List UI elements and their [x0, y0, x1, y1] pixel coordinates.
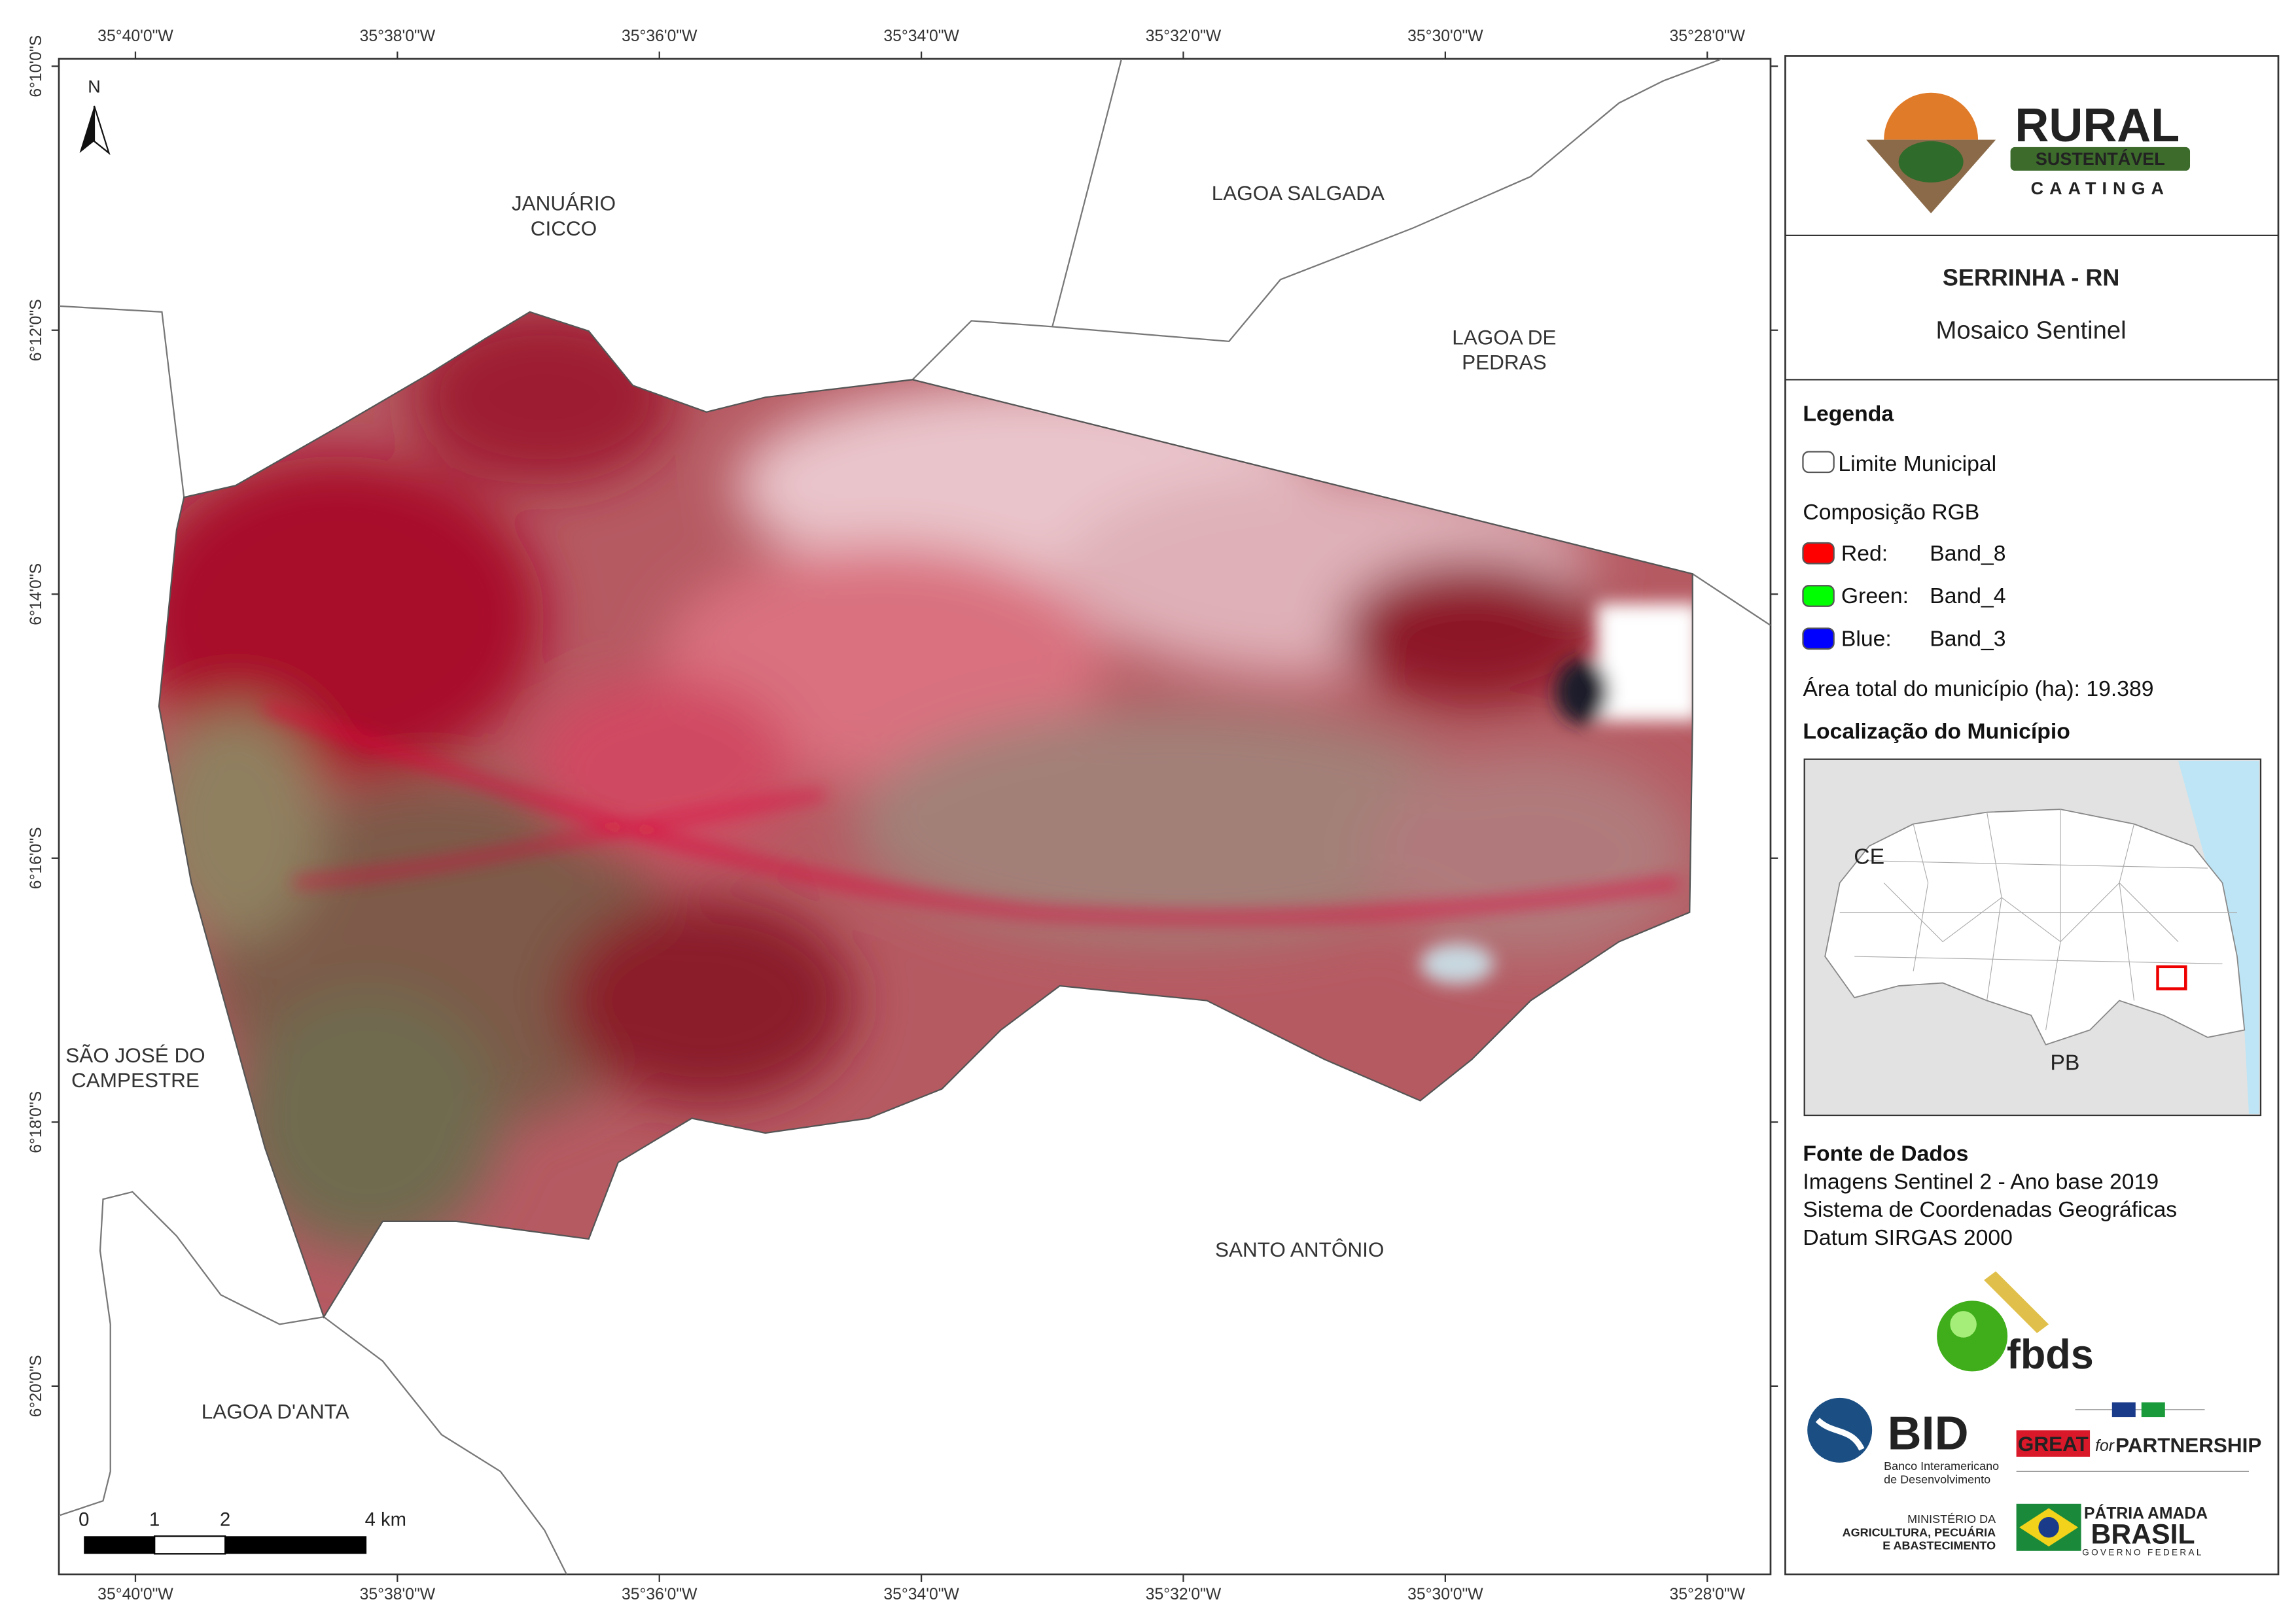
- ministry-text: AGRICULTURA, PECUÁRIA: [1843, 1525, 1996, 1539]
- scale-label: 1: [149, 1510, 160, 1531]
- bid-name: de Desenvolvimento: [1884, 1473, 1990, 1486]
- great-partnership: PARTNERSHIP: [2115, 1433, 2261, 1457]
- lon-label: 35°28'0"W: [1669, 1586, 1745, 1603]
- logo-sustentavel: SUSTENTÁVEL: [2036, 148, 2165, 169]
- lon-label: 35°34'0"W: [883, 27, 959, 45]
- lon-label: 35°34'0"W: [883, 1586, 959, 1603]
- lat-label: 6°14'0"S: [27, 563, 45, 625]
- band-label: Blue:: [1841, 626, 1892, 651]
- bid-logo: BID Banco Interamericano de Desenvolvime…: [1807, 1397, 1999, 1486]
- band-name: Band_8: [1930, 541, 2005, 566]
- place-name: CICCO: [531, 217, 597, 240]
- lon-label: 35°32'0"W: [1146, 1586, 1222, 1603]
- legend-boundary: Limite Municipal: [1838, 451, 1996, 476]
- brasil-text: BRASIL: [2091, 1519, 2195, 1550]
- great-for: for: [2095, 1437, 2115, 1455]
- band-swatch: [1802, 585, 1835, 607]
- place-name: PEDRAS: [1462, 351, 1546, 374]
- band-name: Band_4: [1930, 584, 2005, 608]
- place-name: SANTO ANTÔNIO: [1215, 1238, 1384, 1261]
- scale-bar: 0 1 2 4 km: [79, 1510, 406, 1555]
- source-line: Imagens Sentinel 2 - Ano base 2019: [1803, 1169, 2159, 1194]
- location-inset: CE PB: [1803, 758, 2262, 1117]
- north-arrow: N: [79, 77, 111, 156]
- band-label: Green:: [1841, 584, 1909, 608]
- lon-label: 35°38'0"W: [360, 27, 436, 45]
- logo-caatinga: CAATINGA: [2031, 179, 2170, 198]
- lat-label: 6°10'0"S: [27, 35, 45, 97]
- logo-rural: RURAL: [2015, 99, 2180, 152]
- ministry-logo: MINISTÉRIO DA AGRICULTURA, PECUÁRIA E AB…: [1843, 1503, 2208, 1558]
- fbds-logo: fbds: [1937, 1271, 2094, 1378]
- state-label: PB: [2050, 1050, 2079, 1075]
- lon-label: 35°32'0"W: [1146, 27, 1222, 45]
- governo-text: GOVERNO FEDERAL: [2082, 1548, 2203, 1558]
- lon-label: 35°40'0"W: [97, 27, 173, 45]
- place-name: CAMPESTRE: [71, 1068, 200, 1092]
- legend-composition: Composição RGB: [1803, 500, 1979, 525]
- boundaries: [59, 58, 1771, 1575]
- ministry-text: MINISTÉRIO DA: [1907, 1512, 1996, 1526]
- place-name: LAGOA SALGADA: [1212, 181, 1385, 205]
- lat-label: 6°20'0"S: [27, 1355, 45, 1417]
- lon-label: 35°38'0"W: [360, 1586, 436, 1603]
- lat-label: 6°18'0"S: [27, 1091, 45, 1153]
- bid-text: BID: [1888, 1408, 1969, 1460]
- legend-area: Área total do município (ha): 19.389: [1803, 676, 2153, 701]
- source-line: Datum SIRGAS 2000: [1803, 1225, 2012, 1250]
- panel-title: SERRINHA - RN: [1943, 264, 2119, 290]
- band-name: Band_3: [1930, 626, 2005, 651]
- state-label: CE: [1854, 844, 1884, 869]
- graticule: 35°40'0"W 35°38'0"W 35°36'0"W 35°34'0"W 35°3…: [27, 27, 1778, 1603]
- legend-heading: Legenda: [1803, 401, 1894, 426]
- band-legend: Red: Band_8 Green: Band_4 Blue: Band_3: [1802, 541, 2006, 651]
- lon-label: 35°30'0"W: [1407, 1586, 1483, 1603]
- source-line: Sistema de Coordenadas Geográficas: [1803, 1197, 2177, 1222]
- scale-label: 2: [220, 1510, 230, 1531]
- boundary-swatch: [1802, 451, 1835, 474]
- lon-label: 35°30'0"W: [1407, 27, 1483, 45]
- north-label: N: [88, 77, 101, 97]
- lon-label: 35°36'0"W: [622, 27, 698, 45]
- scale-label: 4 km: [365, 1510, 406, 1531]
- scale-label: 0: [79, 1510, 89, 1531]
- lat-label: 6°12'0"S: [27, 299, 45, 361]
- lon-label: 35°28'0"W: [1669, 27, 1745, 45]
- band-swatch: [1802, 542, 1835, 565]
- place-name: SÃO JOSÉ DO: [65, 1043, 205, 1067]
- patria-text: PÁTRIA AMADA: [2084, 1504, 2208, 1522]
- lat-label: 6°16'0"S: [27, 827, 45, 889]
- ministry-text: E ABASTECIMENTO: [1882, 1539, 1996, 1552]
- fbds-text: fbds: [2007, 1332, 2094, 1378]
- rural-logo: RURAL SUSTENTÁVEL CAATINGA: [1866, 92, 2191, 214]
- band-label: Red:: [1841, 541, 1888, 566]
- panel-subtitle: Mosaico Sentinel: [1936, 316, 2127, 344]
- great-text: GREAT: [2018, 1432, 2089, 1456]
- lon-label: 35°36'0"W: [622, 1586, 698, 1603]
- place-name: LAGOA DE: [1452, 325, 1556, 349]
- place-name: LAGOA D'ANTA: [202, 1399, 349, 1423]
- great-logo: GREAT for PARTNERSHIP: [2016, 1402, 2261, 1472]
- lon-label: 35°40'0"W: [97, 1586, 173, 1603]
- location-heading: Localização do Município: [1803, 719, 2070, 744]
- bid-name: Banco Interamericano: [1884, 1459, 1999, 1473]
- place-name: JANUÁRIO: [512, 192, 616, 215]
- side-panel: RURAL SUSTENTÁVEL CAATINGA SERRINHA - RN…: [1784, 55, 2280, 1576]
- band-swatch: [1802, 627, 1835, 650]
- sources-heading: Fonte de Dados: [1803, 1142, 1968, 1166]
